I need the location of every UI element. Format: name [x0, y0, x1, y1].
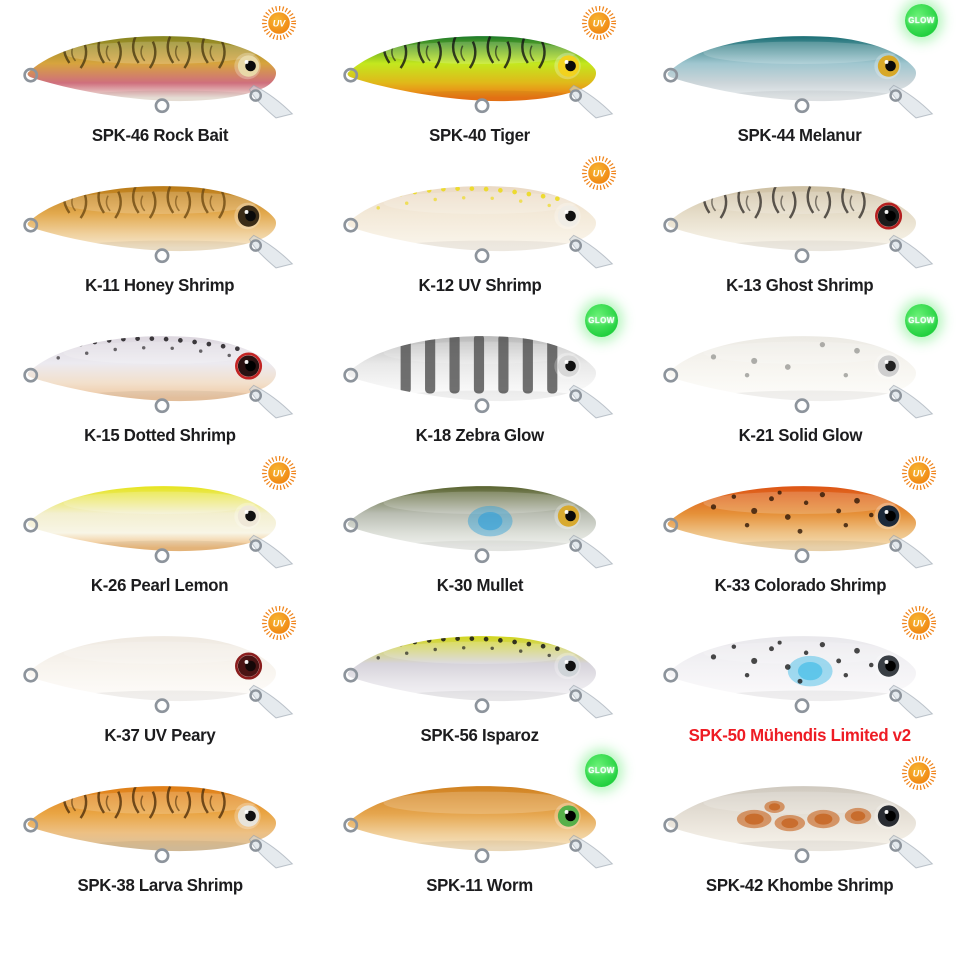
svg-text:UV: UV: [273, 618, 287, 628]
lure-card: GLOW K-18 Zebra Glow: [320, 304, 640, 462]
uv-sun-icon: UV: [261, 5, 297, 41]
uv-sun-icon: UV: [581, 5, 617, 41]
uv-sun-icon: UV: [901, 755, 937, 791]
lure-card: K-30 Mullet: [320, 462, 640, 612]
glow-badge-icon: GLOW: [585, 304, 618, 337]
lure-label: K-26 Pearl Lemon: [91, 575, 229, 595]
lure-image: UV: [654, 455, 946, 572]
uv-badge: UV: [580, 4, 618, 42]
lure-label: SPK-50 Mühendis Limited v2: [688, 725, 912, 745]
lure-card: SPK-38 Larva Shrimp: [0, 762, 320, 912]
lure-image: UV: [14, 5, 306, 122]
lure-card: GLOW SPK-44 Melanur: [640, 4, 960, 162]
svg-text:UV: UV: [593, 168, 607, 178]
uv-sun-icon: UV: [261, 605, 297, 641]
uv-sun-icon: UV: [261, 455, 297, 491]
lure-card: SPK-56 Isparoz: [320, 612, 640, 762]
uv-badge: UV: [260, 604, 298, 642]
lure-card: UV SPK-40 Tiger: [320, 5, 640, 162]
lure-image: [14, 758, 306, 872]
lure-image: GLOW: [654, 304, 946, 422]
lure-label: K-18 Zebra Glow: [415, 425, 545, 445]
uv-badge: UV: [900, 454, 938, 492]
lure-label: K-12 UV Shrimp: [418, 275, 542, 295]
lure-card: GLOW SPK-11 Worm: [320, 754, 640, 912]
glow-badge: GLOW: [585, 304, 618, 337]
lure-image: UV: [334, 5, 626, 122]
glow-badge: GLOW: [905, 304, 938, 337]
lure-label: K-21 Solid Glow: [738, 425, 862, 445]
lure-card: GLOW K-21 Solid Glow: [640, 304, 960, 462]
lure-label: K-33 Colorado Shrimp: [714, 575, 886, 595]
svg-text:UV: UV: [913, 768, 927, 778]
glow-badge-icon: GLOW: [585, 754, 618, 787]
lure-card: K-15 Dotted Shrimp: [0, 312, 320, 462]
lure-image: GLOW: [334, 754, 626, 872]
uv-sun-icon: UV: [901, 605, 937, 641]
lure-image: UV: [14, 455, 306, 572]
lure-image: UV: [654, 605, 946, 722]
lure-image: GLOW: [654, 4, 946, 122]
lure-card: UV SPK-46 Rock Bait: [0, 5, 320, 162]
lure-label: K-15 Dotted Shrimp: [84, 425, 236, 445]
lure-image: UV: [654, 755, 946, 872]
uv-badge: UV: [900, 754, 938, 792]
uv-badge: UV: [260, 454, 298, 492]
lure-label: SPK-46 Rock Bait: [91, 125, 229, 145]
glow-badge-icon: GLOW: [905, 304, 938, 337]
svg-text:UV: UV: [913, 468, 927, 478]
lure-label: K-11 Honey Shrimp: [85, 275, 235, 295]
lure-image: [334, 608, 626, 722]
lure-label: SPK-40 Tiger: [429, 125, 531, 145]
lure-card: UV SPK-50 Mühendis Limited v2: [640, 605, 960, 762]
uv-sun-icon: UV: [901, 455, 937, 491]
lure-label: SPK-44 Melanur: [738, 125, 862, 145]
lure-label: SPK-11 Worm: [426, 875, 534, 895]
lure-image: UV: [334, 155, 626, 272]
lure-image: [14, 308, 306, 422]
lure-image: UV: [14, 605, 306, 722]
lure-image: GLOW: [334, 304, 626, 422]
lure-card: UV K-26 Pearl Lemon: [0, 455, 320, 612]
lure-image: [14, 158, 306, 272]
glow-badge: GLOW: [905, 4, 938, 37]
uv-badge: UV: [580, 154, 618, 192]
svg-text:UV: UV: [273, 468, 287, 478]
svg-text:UV: UV: [593, 18, 607, 28]
uv-sun-icon: UV: [581, 155, 617, 191]
glow-badge: GLOW: [585, 754, 618, 787]
lure-label: K-13 Ghost Shrimp: [726, 275, 874, 295]
glow-badge-icon: GLOW: [905, 4, 938, 37]
svg-text:UV: UV: [273, 18, 287, 28]
lure-card: UV K-12 UV Shrimp: [320, 155, 640, 312]
lure-grid: UV SPK-46 Rock Bait UV SPK-40 T: [0, 4, 960, 912]
uv-badge: UV: [900, 604, 938, 642]
lure-card: UV SPK-42 Khombe Shrimp: [640, 755, 960, 912]
uv-badge: UV: [260, 4, 298, 42]
lure-image: [334, 458, 626, 572]
lure-label: K-30 Mullet: [436, 575, 524, 595]
lure-card: K-13 Ghost Shrimp: [640, 162, 960, 312]
lure-label: SPK-56 Isparoz: [420, 725, 540, 745]
lure-card: K-11 Honey Shrimp: [0, 162, 320, 312]
lure-image: [654, 158, 946, 272]
lure-label: SPK-42 Khombe Shrimp: [706, 875, 894, 895]
lure-card: UV K-33 Colorado Shrimp: [640, 455, 960, 612]
lure-label: SPK-38 Larva Shrimp: [77, 875, 243, 895]
lure-label: K-37 UV Peary: [104, 725, 216, 745]
svg-text:UV: UV: [913, 618, 927, 628]
lure-card: UV K-37 UV Peary: [0, 605, 320, 762]
